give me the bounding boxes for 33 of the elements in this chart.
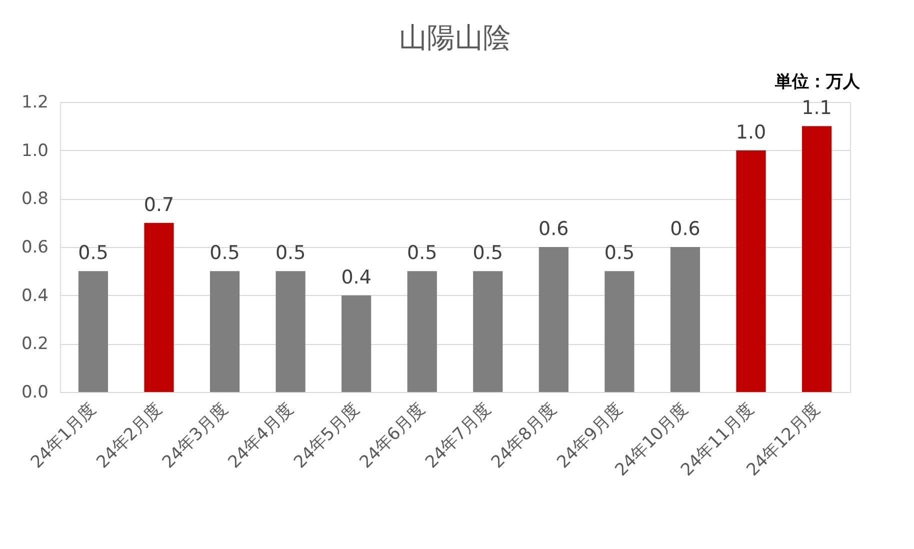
data-label: 0.5: [407, 242, 438, 264]
bar: [473, 271, 503, 392]
data-label: 0.5: [78, 242, 108, 264]
data-label: 1.0: [736, 121, 766, 144]
data-label: 0.5: [472, 242, 503, 264]
data-label: 0.6: [670, 218, 700, 240]
bar: [210, 271, 240, 392]
y-tick-label: 0.2: [21, 334, 48, 354]
bar: [802, 126, 832, 392]
y-tick-label: 0.4: [21, 286, 48, 306]
bar: [276, 271, 306, 392]
data-label: 0.6: [538, 218, 569, 240]
y-tick-label: 1.0: [21, 140, 48, 161]
y-tick-label: 1.2: [21, 92, 48, 112]
bar: [736, 150, 766, 392]
data-label: 0.4: [341, 266, 372, 288]
data-label: 1.1: [802, 97, 832, 120]
y-tick-label: 0.0: [21, 382, 48, 402]
bar: [407, 271, 437, 392]
data-label: 0.5: [275, 242, 306, 264]
bar: [670, 247, 700, 392]
bar: [78, 271, 108, 392]
text: 単位：万人: [774, 72, 861, 92]
data-label: 0.5: [604, 242, 635, 264]
y-tick-label: 0.6: [21, 238, 48, 258]
y-tick-label: 0.8: [21, 189, 48, 210]
data-label: 0.5: [210, 242, 240, 264]
bar: [144, 222, 174, 392]
data-label: 0.7: [144, 194, 174, 216]
chart-title: 山陽山陰: [399, 21, 511, 54]
bar: [538, 247, 568, 392]
bar: [604, 271, 634, 392]
bar: [342, 295, 372, 392]
